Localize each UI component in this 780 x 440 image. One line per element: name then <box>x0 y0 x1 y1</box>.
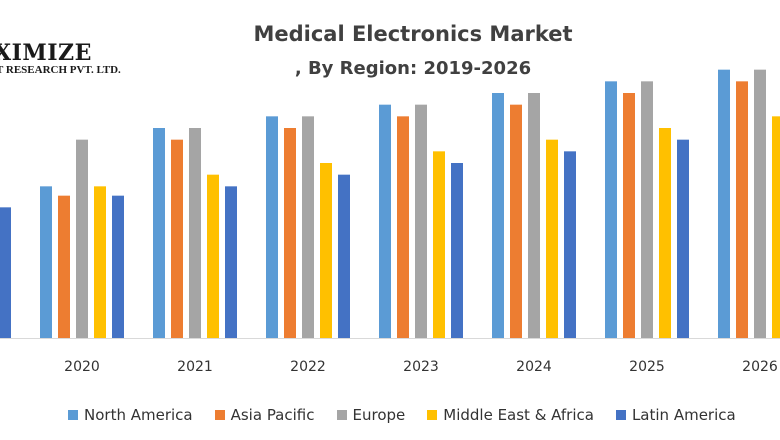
bar-middle-east-africa-2025 <box>659 128 671 338</box>
x-tick-label-2021: 2021 <box>177 359 213 375</box>
bar-north-america-2021 <box>153 128 165 338</box>
bar-north-america-2025 <box>605 81 617 338</box>
bar-asia-pacific-2026 <box>736 81 748 338</box>
bar-latin-america-2025 <box>677 139 689 338</box>
x-tick-label-2026: 2026 <box>742 359 778 375</box>
bar-middle-east-africa-2021 <box>207 174 219 338</box>
bar-europe-2024 <box>528 93 540 338</box>
legend-swatch-latin-america <box>615 410 626 420</box>
bar-asia-pacific-2023 <box>397 116 409 338</box>
chart-subtitle: , By Region: 2019-2026 <box>294 58 532 79</box>
bar-europe-2023 <box>415 104 427 339</box>
legend-item-middle-east-africa: Middle East & Africa <box>427 406 594 424</box>
legend-label-north-america: North America <box>84 406 193 424</box>
bar-europe-2025 <box>641 81 653 338</box>
bar-europe-2020 <box>76 139 88 338</box>
legend-label-latin-america: Latin America <box>631 406 736 424</box>
bar-north-america-2022 <box>266 116 278 338</box>
legend-label-asia-pacific: Asia Pacific <box>230 406 315 424</box>
legend-item-north-america: North America <box>68 406 193 424</box>
legend-swatch-asia-pacific <box>214 410 225 420</box>
bar-middle-east-africa-2020 <box>94 186 106 338</box>
x-tick-label-2020: 2020 <box>64 359 100 375</box>
legend-swatch-north-america <box>68 410 78 420</box>
bar-asia-pacific-2025 <box>623 93 635 338</box>
x-tick-label-2025: 2025 <box>629 359 665 375</box>
bar-middle-east-africa-2026 <box>772 116 780 338</box>
bar-latin-america-2019 <box>0 207 11 338</box>
bar-latin-america-2024 <box>564 151 576 338</box>
chart-title: Medical Electronics Market <box>253 22 573 46</box>
x-tick-label-2022: 2022 <box>290 359 326 375</box>
bar-north-america-2020 <box>40 186 52 338</box>
bar-north-america-2023 <box>379 104 391 339</box>
legend-label-middle-east-africa: Middle East & Africa <box>443 406 594 424</box>
bar-latin-america-2020 <box>112 195 124 338</box>
x-tick-label-2023: 2023 <box>403 359 439 375</box>
legend-swatch-middle-east-africa <box>427 410 438 420</box>
legend-item-asia-pacific: Asia Pacific <box>214 406 315 424</box>
bar-north-america-2026 <box>718 69 730 339</box>
bar-asia-pacific-2024 <box>510 104 522 339</box>
chart-legend: North America Asia Pacific Europe Middle Ea… <box>68 406 758 424</box>
logo-text-top: XIMIZE <box>0 40 92 66</box>
bar-latin-america-2023 <box>451 163 463 338</box>
logo-text-bottom: T RESEARCH PVT. LTD. <box>0 64 121 76</box>
legend-item-europe: Europe <box>336 406 406 424</box>
bar-asia-pacific-2021 <box>171 139 183 338</box>
bar-middle-east-africa-2024 <box>546 139 558 338</box>
legend-item-latin-america: Latin America <box>615 406 736 424</box>
bar-asia-pacific-2020 <box>58 195 70 338</box>
bar-asia-pacific-2022 <box>284 128 296 338</box>
legend-swatch-europe <box>336 410 347 420</box>
bar-middle-east-africa-2023 <box>433 151 445 338</box>
bar-europe-2022 <box>302 116 314 338</box>
bar-middle-east-africa-2022 <box>320 163 332 338</box>
x-tick-label-2024: 2024 <box>516 359 552 375</box>
legend-label-europe: Europe <box>352 406 406 424</box>
bar-europe-2026 <box>754 69 766 339</box>
bar-europe-2021 <box>189 128 201 338</box>
bar-latin-america-2021 <box>225 186 237 338</box>
bar-north-america-2024 <box>492 93 504 338</box>
bar-latin-america-2022 <box>338 174 350 338</box>
